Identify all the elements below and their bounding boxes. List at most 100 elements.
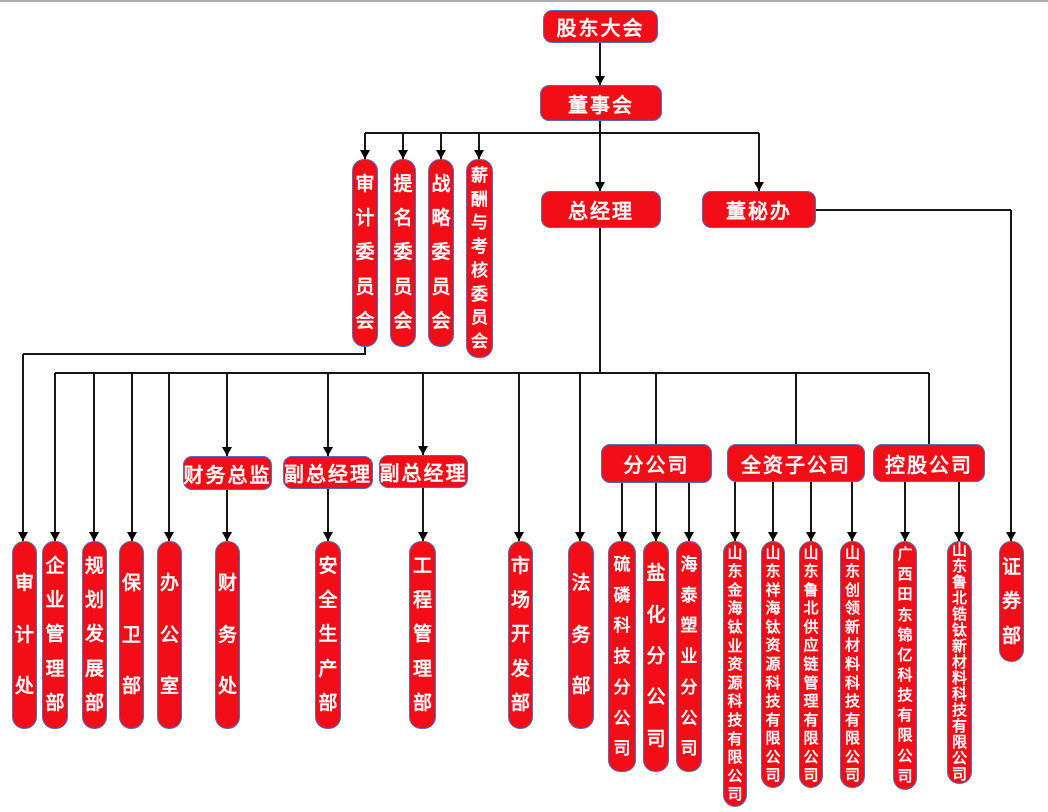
org-node-label-char: 公 <box>951 750 967 767</box>
org-node-enterprise-management-dept: 企业管理部 <box>42 541 68 729</box>
arrow-head-icon <box>417 532 428 541</box>
arrow-head-icon <box>126 532 137 541</box>
org-node-label-char: 海 <box>765 600 781 618</box>
org-node-label-char: 有 <box>844 711 860 729</box>
org-node-label-char: 会 <box>471 332 488 352</box>
arrow-head-icon <box>594 182 605 191</box>
org-node-label-char: 计 <box>355 208 375 230</box>
org-node-label-char: 限 <box>897 727 913 745</box>
org-node-label: 股东大会 <box>556 18 645 40</box>
org-node-wholly-owned-subsidiaries: 全资子公司 <box>727 444 865 482</box>
arrow-head-icon <box>49 532 60 541</box>
org-node-label-char: 北 <box>951 590 967 607</box>
org-node-label-char: 战 <box>431 174 451 196</box>
connector-line <box>478 133 480 159</box>
org-node-label-char: 办 <box>159 573 179 595</box>
org-node-label-char: 科 <box>897 666 913 684</box>
org-node-label-char: 新 <box>951 638 967 655</box>
arrow-head-icon <box>753 182 764 191</box>
org-node-label-char: 技 <box>765 693 781 711</box>
org-node-label-char: 广 <box>897 546 913 564</box>
org-node-label-char: 限 <box>803 730 819 748</box>
org-node-finance-office: 财务处 <box>215 541 240 729</box>
connector-line <box>599 43 601 85</box>
org-node-label-char: 公 <box>159 624 179 646</box>
connector-line <box>518 373 520 541</box>
org-node-label-char: 司 <box>897 767 913 785</box>
org-node-label-char: 委 <box>431 242 451 264</box>
org-node-label-char: 科 <box>844 674 860 692</box>
org-node-label-char: 钛 <box>765 618 781 636</box>
org-node-label-char: 生 <box>318 624 338 646</box>
org-node-label-char: 委 <box>393 242 413 264</box>
org-node-label-char: 司 <box>803 767 819 785</box>
org-node-label-char: 锦 <box>897 626 913 644</box>
org-node-label-char: 发 <box>510 658 530 680</box>
org-node-label-char: 公 <box>803 748 819 766</box>
org-node-label-char: 业 <box>727 637 743 655</box>
connector-line <box>1010 210 1012 541</box>
connector-line <box>402 133 404 159</box>
org-node-label-char: 酬 <box>471 189 488 209</box>
arrow-head-icon <box>322 447 333 456</box>
org-node-label-char: 公 <box>680 708 698 728</box>
org-node-label-char: 划 <box>84 590 104 612</box>
org-node-label-char: 山 <box>765 544 781 562</box>
org-node-label-char: 分 <box>613 677 631 697</box>
org-node-label-char: 产 <box>318 658 338 680</box>
org-node-label-char: 管 <box>803 674 819 692</box>
org-node-label-char: 应 <box>803 637 819 655</box>
connector-line <box>772 482 774 541</box>
connector-line <box>655 483 657 541</box>
org-node-label: 分公司 <box>623 455 690 477</box>
org-node-label-char: 程 <box>412 590 432 612</box>
org-node-label-char: 司 <box>844 767 860 785</box>
connector-line <box>810 482 812 541</box>
org-node-planning-development-dept: 规划发展部 <box>82 541 107 729</box>
org-node-label-char: 理 <box>412 658 432 680</box>
org-node-label-char: 创 <box>844 581 860 599</box>
arrow-head-icon <box>163 532 174 541</box>
org-node-label-char: 鲁 <box>951 574 967 591</box>
org-node-label-char: 盐 <box>646 563 666 585</box>
org-node-label-char: 山 <box>844 544 860 562</box>
connector-line <box>168 373 170 541</box>
org-node-label-char: 提 <box>393 174 413 196</box>
arrow-head-icon <box>221 532 232 541</box>
org-node-label-char: 科 <box>765 674 781 692</box>
org-node-label-char: 链 <box>803 655 819 673</box>
org-node-label-char: 核 <box>471 260 488 280</box>
org-node-label-char: 供 <box>803 618 819 636</box>
connector-line <box>795 373 797 444</box>
org-node-board-of-directors: 董事会 <box>540 85 662 121</box>
org-node-label-char: 场 <box>510 590 530 612</box>
connector-line <box>599 228 601 373</box>
org-node-label-char: 分 <box>646 645 666 667</box>
connector-line <box>851 482 853 541</box>
org-node-label-char: 司 <box>613 739 631 759</box>
org-node-label-char: 金 <box>727 581 743 599</box>
connector-line <box>734 482 736 541</box>
org-node-label-char: 技 <box>613 647 631 666</box>
org-node-label-char: 市 <box>510 556 530 578</box>
org-node-label-char: 部 <box>84 692 104 714</box>
org-node-remuneration-assessment-committee: 薪酬与考核委员会 <box>466 159 493 358</box>
arrow-head-icon <box>88 532 99 541</box>
org-node-label-char: 法 <box>571 573 591 595</box>
connector-line <box>55 372 929 374</box>
org-node-label-char: 亿 <box>897 646 913 664</box>
org-node-label-char: 有 <box>727 730 743 748</box>
org-node-label-char: 委 <box>355 242 375 264</box>
arrow-head-icon <box>683 532 694 541</box>
org-node-label-char: 公 <box>727 767 743 785</box>
org-node-label-char: 理 <box>45 658 65 680</box>
org-node-label-char: 有 <box>765 711 781 729</box>
connector-line <box>688 483 690 541</box>
org-node-nomination-committee: 提名委员会 <box>390 159 416 347</box>
org-node-lubei-supply-chain: 山东鲁北供应链管理有限公司 <box>799 541 823 788</box>
org-node-label-char: 计 <box>14 624 34 646</box>
org-node-general-manager: 总经理 <box>541 191 661 228</box>
org-node-label-char: 员 <box>431 276 451 298</box>
connector-line <box>54 373 56 541</box>
org-node-label-char: 部 <box>45 692 65 714</box>
